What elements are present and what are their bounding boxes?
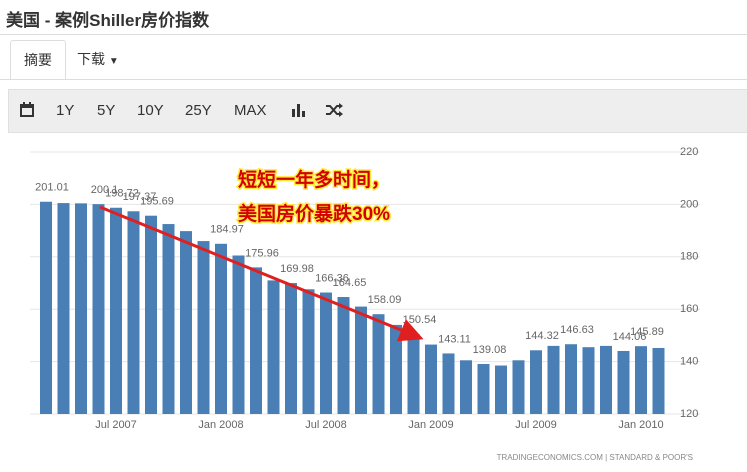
x-tick-label: Jan 2008: [198, 419, 243, 431]
bar: [162, 224, 175, 414]
data-label: 144.32: [525, 330, 559, 342]
y-tick-label: 160: [680, 303, 698, 315]
range-button[interactable]: 10Y: [137, 102, 164, 119]
data-label: 150.54: [403, 314, 437, 326]
data-label: 146.63: [560, 324, 594, 336]
bar: [232, 255, 245, 414]
data-label: 158.09: [368, 294, 402, 306]
tab-label[interactable]: 下载: [77, 51, 105, 67]
data-label: 143.11: [438, 333, 471, 345]
bar: [197, 241, 210, 414]
bar: [215, 243, 227, 414]
bar: [302, 289, 315, 414]
data-label: 184.97: [210, 224, 244, 236]
bar: [320, 292, 332, 414]
bar: [600, 345, 612, 414]
bar: [425, 344, 437, 414]
data-label: 197.37: [123, 191, 157, 203]
bar: [92, 204, 105, 414]
y-tick-label: 180: [680, 251, 698, 263]
page-title: 美国 - 案例Shiller房价指数: [6, 11, 210, 30]
bar: [127, 211, 140, 414]
data-label: 195.69: [140, 196, 174, 208]
toolbar: 1Y 5Y 10Y 25Y MAX: [8, 89, 747, 133]
divider: [0, 79, 747, 80]
bar: [40, 201, 52, 414]
x-tick-label: Jul 2008: [305, 419, 347, 431]
bar: [355, 306, 367, 414]
data-label: 139.08: [473, 344, 507, 356]
y-tick-label: 220: [680, 146, 698, 158]
bar: [180, 231, 192, 414]
calendar-icon[interactable]: [19, 102, 35, 118]
annotation: 美国房价暴跌30%: [238, 202, 390, 225]
x-tick-label: Jul 2009: [515, 419, 557, 431]
data-label: 164.65: [333, 277, 367, 289]
bar: [512, 360, 525, 414]
bar: [110, 207, 122, 414]
trend-arrow: [99, 205, 424, 342]
bar: [617, 350, 630, 414]
annotation: 短短一年多时间，: [238, 168, 390, 191]
bar: [547, 345, 560, 414]
bar: [582, 347, 595, 414]
range-button[interactable]: 1Y: [56, 102, 75, 119]
tab[interactable]: 下载 ▼: [77, 51, 119, 67]
bar: [337, 297, 350, 414]
y-tick-label: 120: [680, 408, 698, 420]
bar: [407, 333, 420, 414]
bar: [635, 346, 647, 414]
bar: [442, 353, 455, 414]
bar: [75, 203, 87, 414]
data-label: 201.01: [35, 182, 69, 194]
bar: [145, 215, 157, 414]
tab[interactable]: 摘要: [10, 40, 66, 80]
range-button[interactable]: 25Y: [185, 102, 212, 119]
data-label: 166.36: [315, 272, 349, 284]
bar: [565, 344, 577, 414]
x-tick-label: Jan 2009: [408, 419, 453, 431]
bar: [285, 283, 297, 414]
range-button[interactable]: 5Y: [97, 102, 116, 119]
source: TRADINGECONOMICS.COM | STANDARD & POOR'S: [497, 453, 693, 462]
bar: [652, 347, 665, 414]
y-tick-label: 140: [680, 356, 698, 368]
data-label: 175.96: [245, 247, 279, 259]
data-label: 145.89: [630, 326, 664, 338]
bar-icon[interactable]: [290, 102, 306, 118]
bar: [477, 364, 490, 414]
divider: [0, 34, 747, 35]
bar: [372, 314, 385, 414]
bar: [250, 267, 262, 414]
range-button[interactable]: MAX: [234, 102, 267, 119]
y-tick-label: 200: [680, 198, 698, 210]
bar: [57, 203, 70, 414]
x-tick-label: Jul 2007: [95, 419, 137, 431]
bar: [267, 280, 280, 414]
data-label: 144.06: [613, 331, 647, 343]
bar: [495, 365, 507, 414]
bar: [460, 360, 472, 414]
data-label: 200.1: [91, 184, 119, 196]
bar: [530, 350, 542, 414]
bar: [390, 324, 402, 414]
data-label: 198.72: [105, 188, 139, 200]
shuffle-icon[interactable]: [325, 102, 343, 118]
x-tick-label: Jan 2010: [618, 419, 663, 431]
chart: 120 140 160 180 200 220 Jul 2007 Jan 2008 Jul 20…: [30, 146, 700, 462]
data-label: 169.98: [280, 263, 314, 275]
